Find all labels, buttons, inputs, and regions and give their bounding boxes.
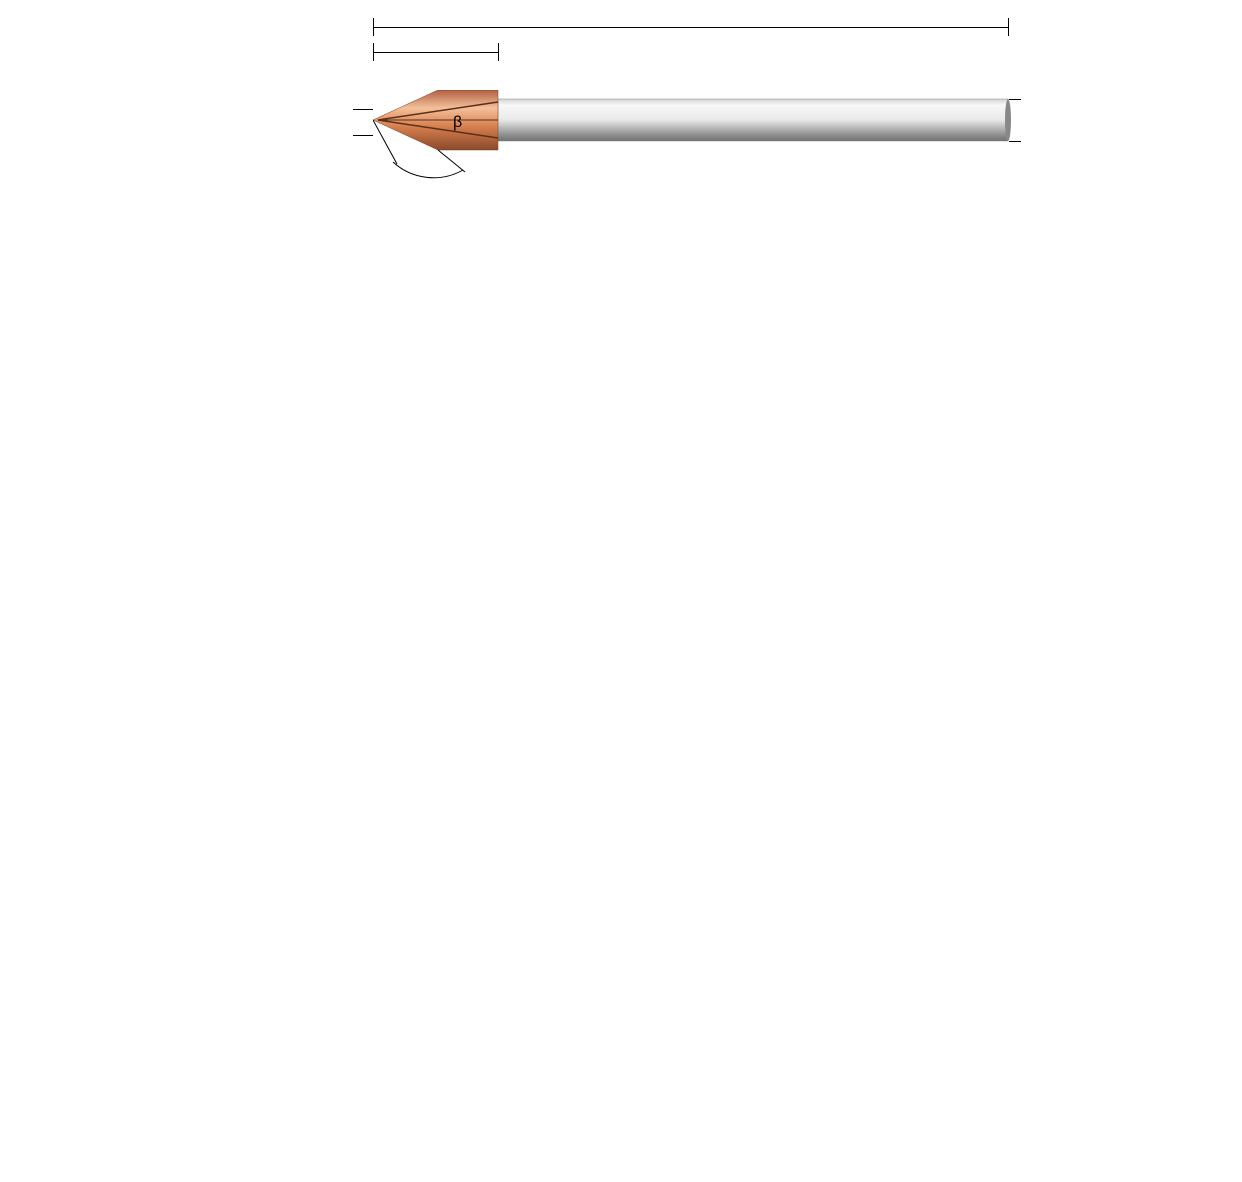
- dim-tick: [353, 135, 373, 136]
- svg-text:β: β: [453, 114, 462, 131]
- dim-tick: [498, 43, 499, 61]
- dim-tick: [353, 109, 373, 110]
- dim-tick: [1008, 18, 1009, 36]
- dim-line-l2: [373, 27, 1008, 28]
- tool-drawing: β: [373, 90, 1013, 185]
- technical-diagram: β: [335, 5, 1055, 195]
- dim-line-l1: [373, 52, 498, 53]
- catalog-page: β: [0, 0, 1242, 10]
